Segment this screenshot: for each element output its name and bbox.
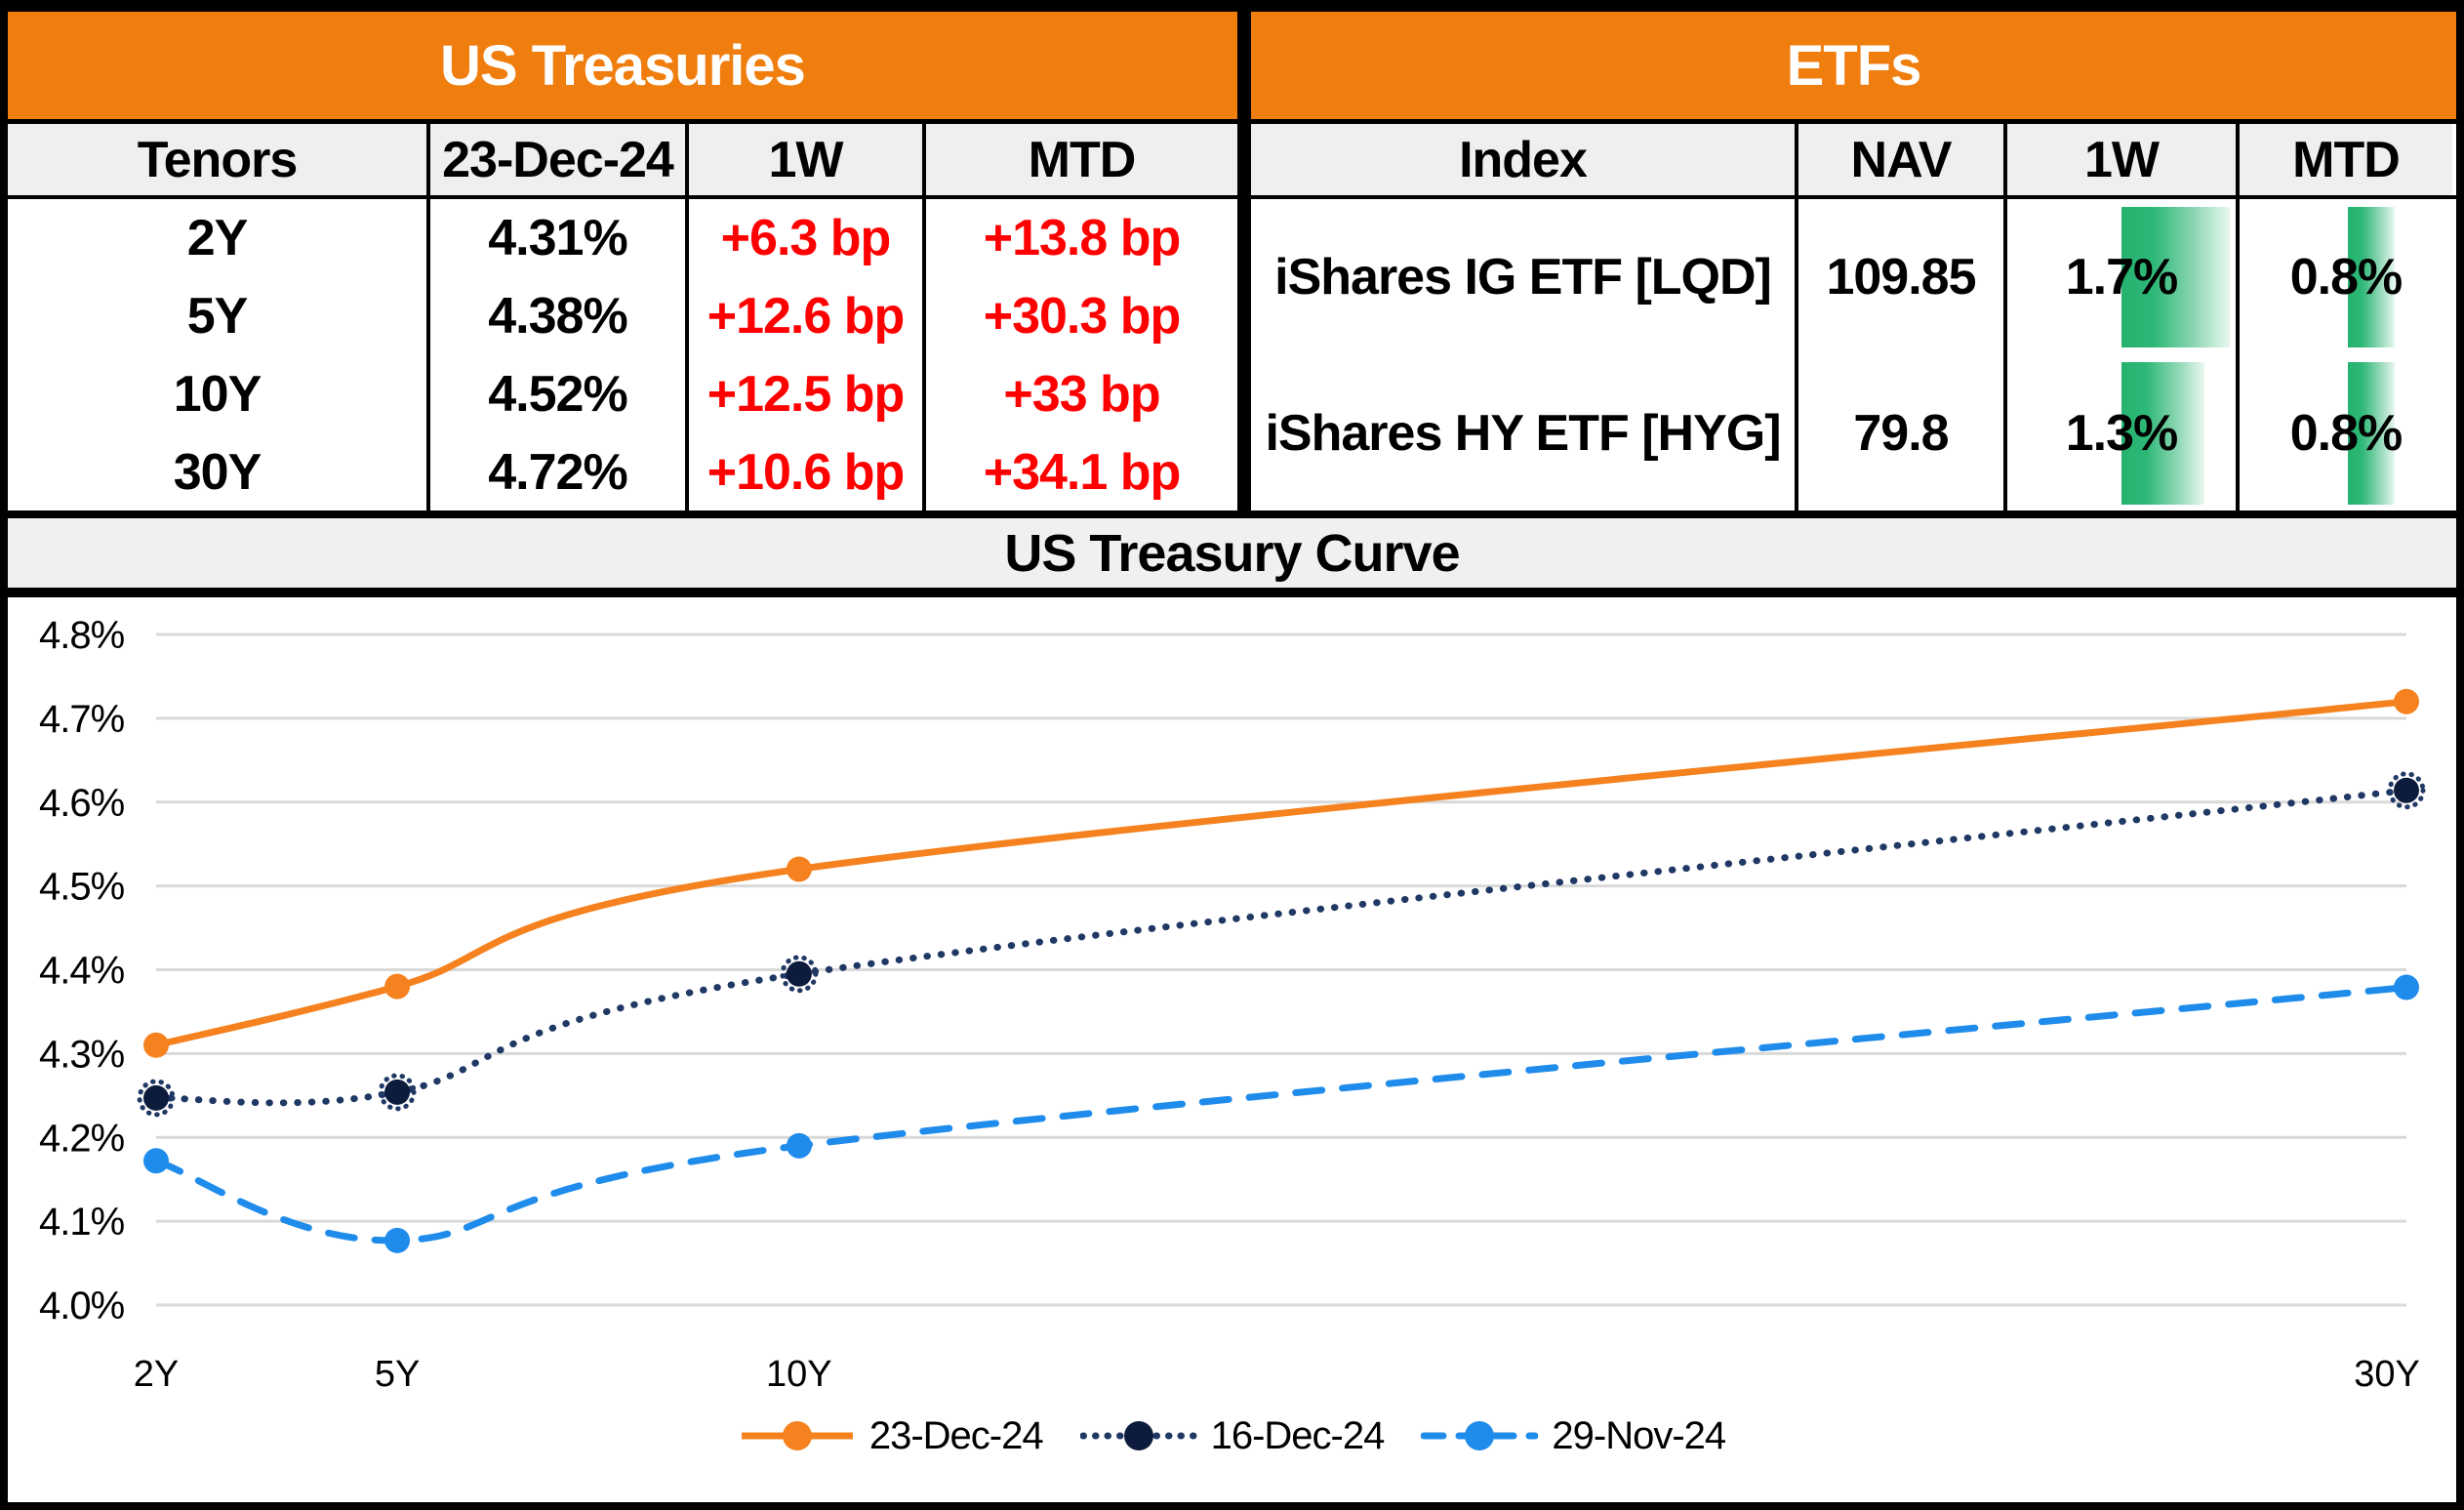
svg-text:4.0%: 4.0% (39, 1285, 125, 1327)
svg-text:2Y: 2Y (134, 1354, 179, 1395)
chart-legend: 23-Dec-24 16-Dec-24 29-Nov-24 (0, 1409, 2464, 1462)
tenor-label: 10Y (173, 366, 263, 423)
tenor-yield: 4.52% (488, 366, 627, 423)
legend-label: 29-Nov-24 (1552, 1413, 1726, 1457)
etf-mtd-return: 0.8% (2289, 404, 2403, 462)
etf-1w-return: 1.3% (2065, 404, 2179, 462)
etf-index-name: iShares HY ETF [HYG] (1265, 404, 1781, 462)
col-header-mtd: MTD (926, 124, 1237, 195)
svg-text:30Y: 30Y (2354, 1354, 2420, 1395)
tenor-1w-change: +6.3 bp (720, 210, 892, 266)
etf-1w-return: 1.7% (2065, 248, 2179, 306)
legend-line-dashed-icon (1421, 1421, 1539, 1450)
tenor-1w-change: +12.5 bp (707, 366, 906, 423)
header-band-divider (8, 119, 2456, 124)
chart-title-band: US Treasury Curve (8, 518, 2456, 588)
table-bottom-border (8, 510, 2456, 518)
column-border (2236, 124, 2240, 510)
etfs-title: ETFs (1786, 33, 1922, 98)
col-header-etf-1w: 1W (2007, 124, 2236, 195)
svg-text:4.3%: 4.3% (39, 1033, 125, 1076)
svg-text:10Y: 10Y (766, 1354, 832, 1395)
etf-nav: 109.85 (1826, 248, 1976, 306)
header-row-divider (8, 195, 2456, 199)
svg-text:4.6%: 4.6% (39, 782, 125, 825)
svg-text:5Y: 5Y (375, 1354, 420, 1395)
etf-nav: 79.8 (1853, 404, 1949, 462)
svg-text:4.2%: 4.2% (39, 1117, 125, 1160)
etf-index-name: iShares IG ETF [LQD] (1274, 248, 1772, 306)
us-treasuries-header-band: US Treasuries (8, 12, 1237, 119)
tenor-label: 5Y (186, 288, 249, 345)
etf-1w-databar (2121, 207, 2230, 347)
legend-label: 16-Dec-24 (1210, 1413, 1386, 1457)
tenor-yield: 4.31% (488, 210, 627, 266)
tenor-mtd-change: +30.3 bp (983, 288, 1182, 345)
svg-text:4.1%: 4.1% (39, 1201, 125, 1244)
tenor-mtd-change: +33 bp (1003, 366, 1160, 423)
column-border (922, 124, 926, 510)
section-divider (1237, 12, 1251, 510)
outer-border-right (2456, 0, 2464, 1510)
tenor-mtd-change: +34.1 bp (983, 443, 1182, 501)
etf-mtd-databar (2348, 362, 2395, 505)
svg-text:4.5%: 4.5% (39, 866, 125, 909)
etf-mtd-databar (2348, 207, 2395, 347)
tenor-1w-change: +10.6 bp (707, 443, 906, 501)
outer-border-top (0, 0, 2464, 12)
tenor-label: 30Y (173, 443, 263, 501)
outer-border-bottom (0, 1502, 2464, 1510)
svg-text:4.7%: 4.7% (39, 698, 125, 741)
tenor-mtd-change: +13.8 bp (983, 210, 1182, 266)
col-header-tenors: Tenors (8, 124, 426, 195)
col-header-etf-mtd: MTD (2240, 124, 2452, 195)
legend-item: 16-Dec-24 (1079, 1413, 1386, 1458)
col-header-index: Index (1251, 124, 1795, 195)
svg-text:4.8%: 4.8% (39, 614, 125, 657)
tenor-yield: 4.38% (488, 288, 627, 345)
etf-1w-databar (2121, 362, 2204, 505)
svg-text:4.4%: 4.4% (39, 950, 125, 993)
chart-title: US Treasury Curve (1004, 523, 1460, 583)
legend-item: 29-Nov-24 (1421, 1413, 1726, 1458)
col-header-1w: 1W (689, 124, 922, 195)
legend-line-solid-icon (741, 1421, 853, 1450)
outer-border-left (0, 0, 8, 1510)
column-border (1795, 124, 1798, 510)
column-border (685, 124, 689, 510)
column-border (426, 124, 430, 510)
col-header-date: 23-Dec-24 (430, 124, 685, 195)
column-border (2003, 124, 2007, 510)
tenor-yield: 4.72% (488, 443, 627, 501)
legend-label: 23-Dec-24 (868, 1413, 1044, 1457)
legend-item: 23-Dec-24 (739, 1413, 1044, 1458)
tenor-label: 2Y (186, 210, 249, 266)
etfs-header-band: ETFs (1251, 12, 2456, 119)
col-header-nav: NAV (1798, 124, 2003, 195)
us-treasuries-title: US Treasuries (440, 33, 806, 98)
tenor-1w-change: +12.6 bp (707, 288, 906, 345)
legend-line-dotted-icon (1079, 1421, 1197, 1450)
chart-title-border (8, 588, 2456, 597)
etf-mtd-return: 0.8% (2289, 248, 2403, 306)
